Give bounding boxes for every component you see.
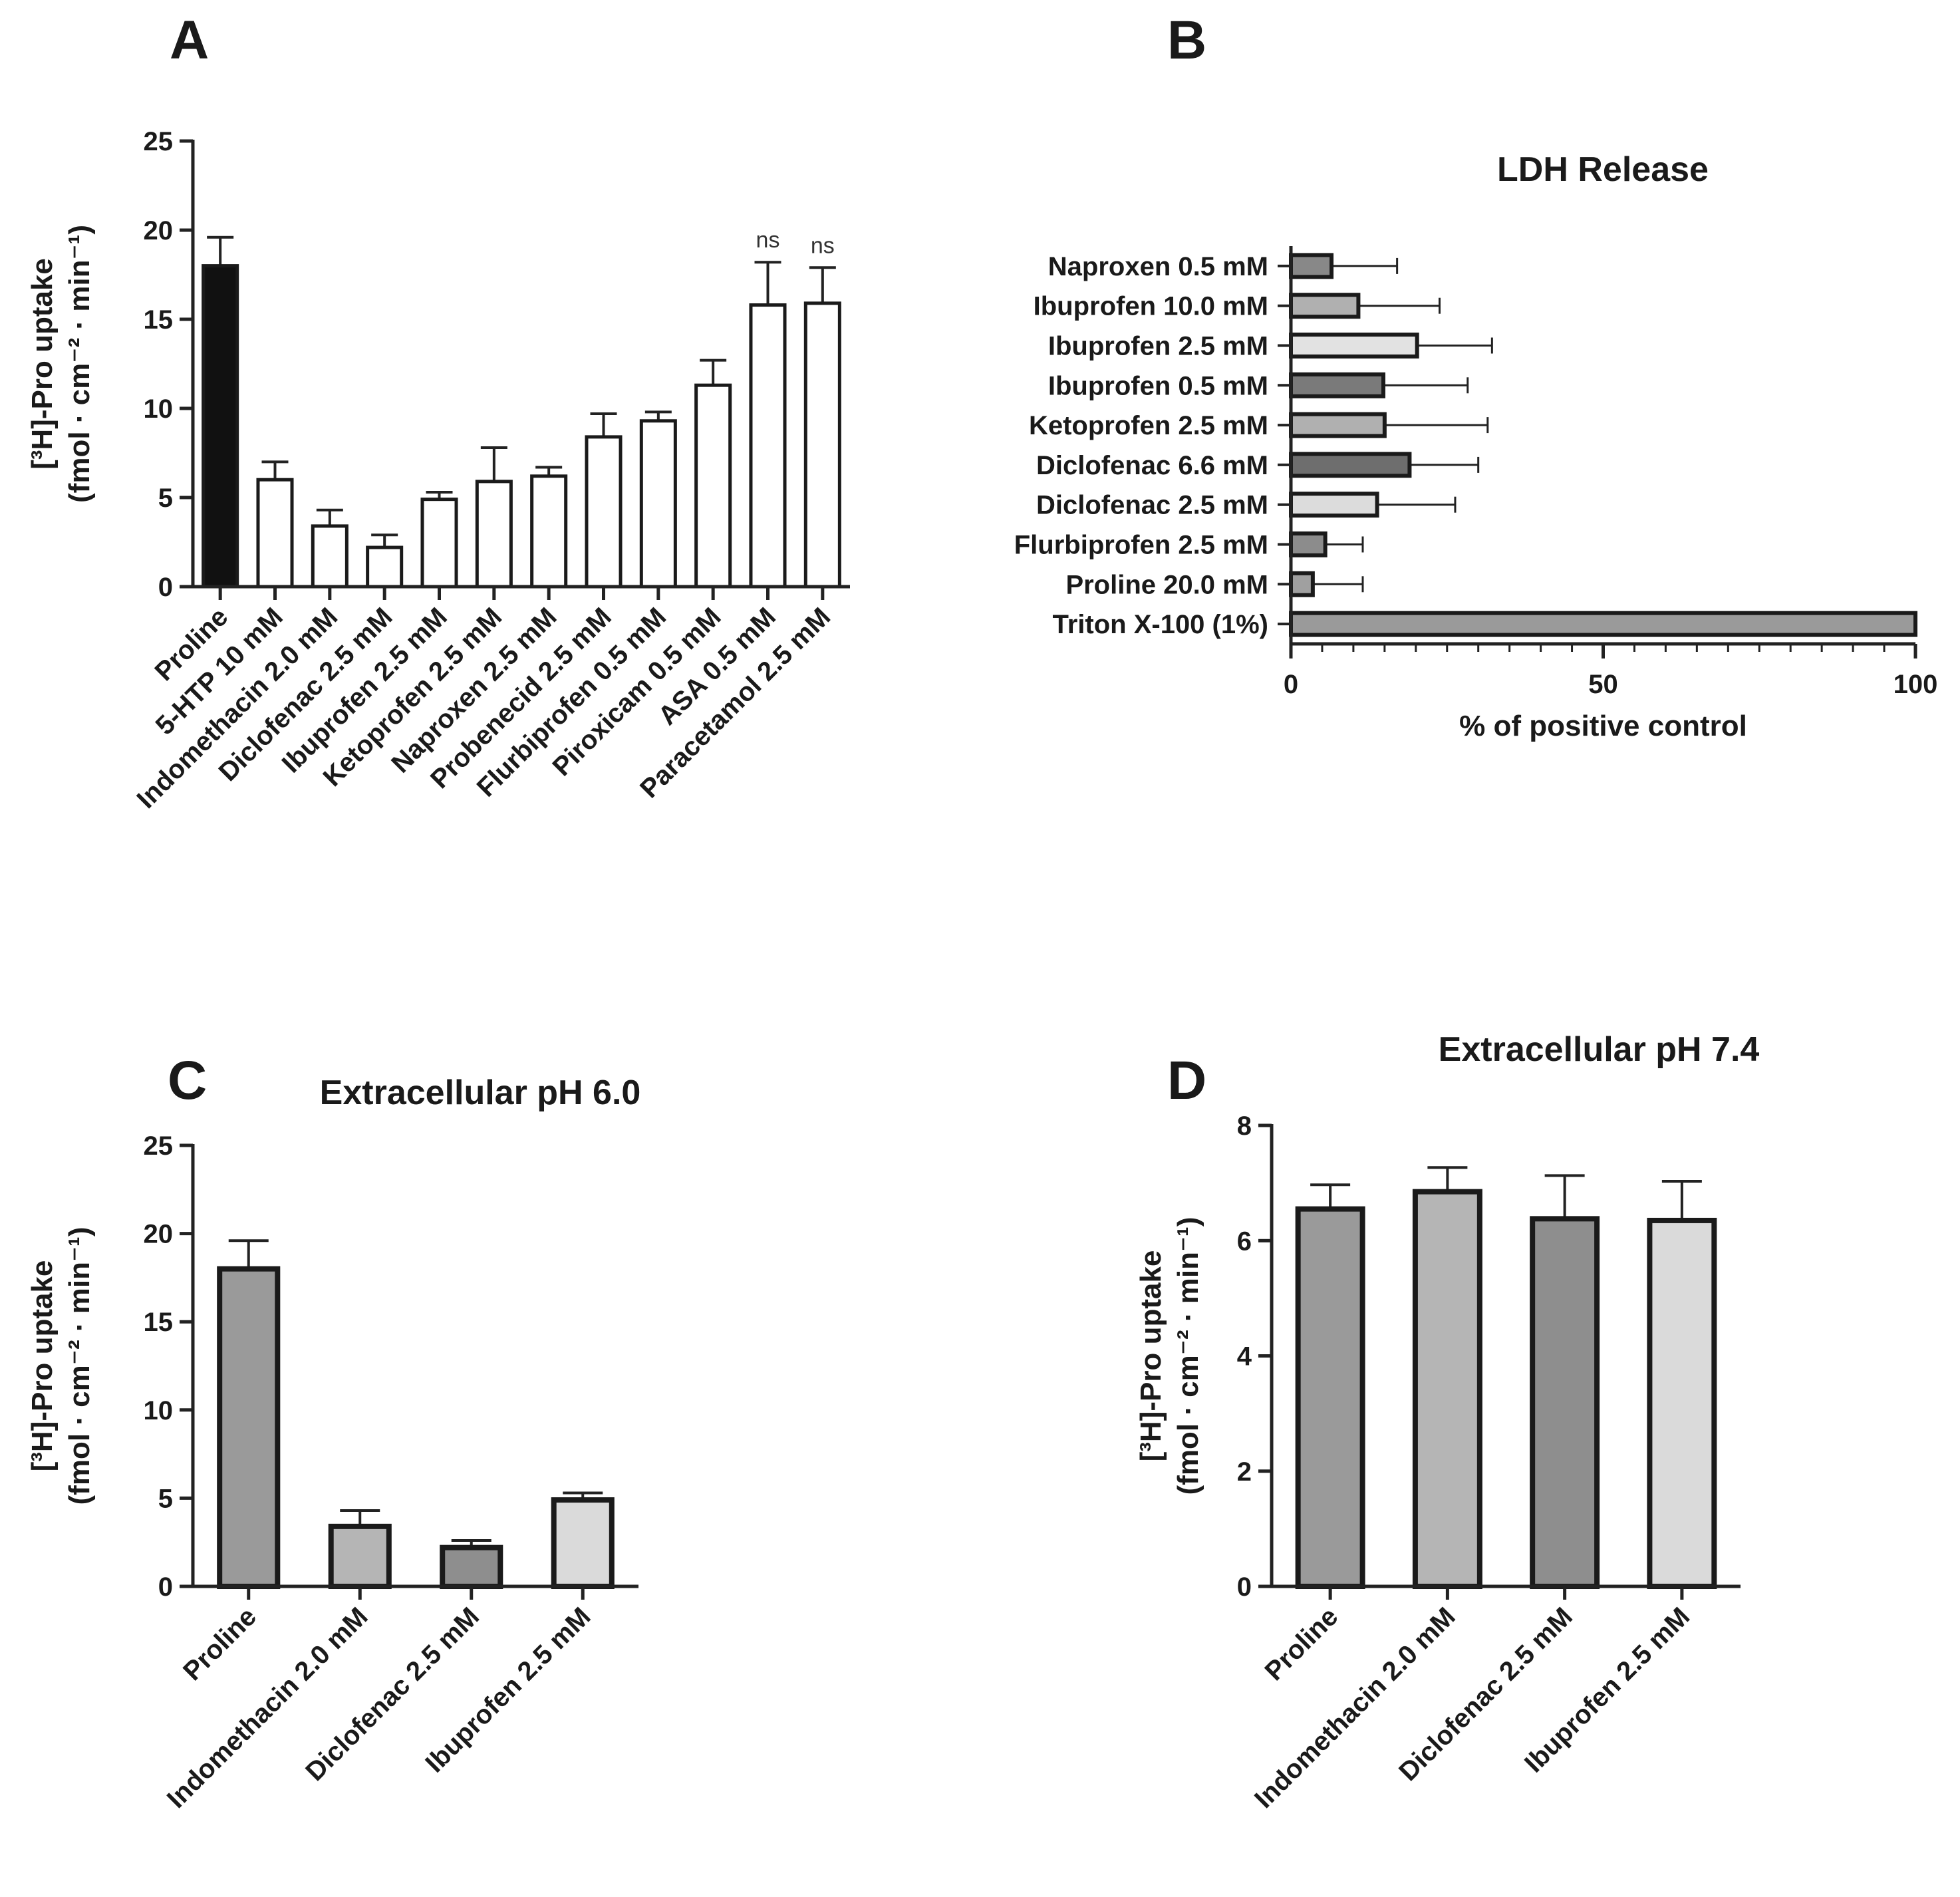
y-tick-label: 6 <box>1237 1227 1252 1256</box>
bar <box>256 478 294 589</box>
y-category-label: Naproxen 0.5 mM <box>1048 252 1268 281</box>
bar <box>420 498 458 589</box>
y-axis-label-line1: [³H]-Pro uptake <box>26 1260 59 1472</box>
bar <box>366 545 404 589</box>
bar <box>749 303 787 589</box>
bar <box>1289 293 1361 319</box>
bar <box>530 474 568 589</box>
panel-letter-b: B <box>1167 10 1206 71</box>
y-tick-label: 0 <box>1237 1572 1252 1602</box>
y-axis-label-line2: (fmol · cm⁻² · min⁻¹) <box>63 1227 96 1505</box>
bar <box>803 301 841 589</box>
y-axis-label: [³H]-Pro uptake (fmol · cm⁻² · min⁻¹) <box>1135 1217 1204 1495</box>
bar <box>1647 1217 1717 1589</box>
bar <box>1530 1216 1600 1589</box>
bar <box>1412 1189 1482 1589</box>
y-tick-label: 4 <box>1237 1342 1252 1372</box>
y-category-label: Diclofenac 6.6 mM <box>1036 451 1268 480</box>
y-axis-label-line1: [³H]-Pro uptake <box>1135 1250 1167 1462</box>
bar <box>475 480 513 589</box>
chart-title: Extracellular pH 7.4 <box>1439 1030 1760 1069</box>
x-category-label: Indomethacin 2.0 mM <box>1249 1602 1461 1814</box>
y-tick-label: 20 <box>144 216 174 245</box>
bar <box>1295 1206 1365 1589</box>
y-category-label: Triton X-100 (1%) <box>1052 610 1268 639</box>
y-category-label: Flurbiprofen 2.5 mM <box>1014 531 1268 560</box>
significance-label: ns <box>756 227 780 253</box>
bar <box>1289 372 1385 398</box>
bar <box>1289 412 1387 438</box>
bar <box>328 1523 392 1590</box>
panel-b-chart: LDH Release Naproxen 0.5 mM Ibuprofen 10.0… <box>1014 150 1938 742</box>
x-tick-label: 50 <box>1588 670 1618 699</box>
bar <box>1289 531 1328 557</box>
bar <box>551 1497 615 1589</box>
x-category-label: Indomethacin 2.0 mM <box>162 1602 374 1814</box>
x-axis-label: % of positive control <box>1459 710 1747 742</box>
bar <box>639 419 677 589</box>
y-tick-label: 8 <box>1237 1111 1252 1141</box>
y-tick-label: 5 <box>158 484 173 513</box>
panel-letter-a: A <box>170 10 209 71</box>
x-tick-label: 100 <box>1893 670 1938 699</box>
y-tick-label: 0 <box>158 1572 173 1602</box>
y-tick-label: 10 <box>144 394 174 424</box>
y-tick-label: 0 <box>158 573 173 602</box>
y-category-label: Diclofenac 2.5 mM <box>1036 491 1268 520</box>
panel-d-chart: Extracellular pH 7.4 0 2 4 6 8 [³H]-Pro uptake… <box>1135 1030 1759 1814</box>
x-tick-label: 0 <box>1284 670 1298 699</box>
y-axis-label: [³H]-Pro uptake (fmol · cm⁻² · min⁻¹) <box>26 1227 96 1505</box>
bar <box>440 1544 503 1590</box>
y-tick-label: 15 <box>144 1308 174 1337</box>
y-category-label: Ketoprofen 2.5 mM <box>1029 411 1268 440</box>
bar <box>1289 253 1334 279</box>
y-axis-label-line2: (fmol · cm⁻² · min⁻¹) <box>63 225 96 503</box>
y-axis-label-line1: [³H]-Pro uptake <box>26 258 59 470</box>
significance-label: ns <box>811 233 835 258</box>
y-tick-label: 20 <box>144 1220 174 1249</box>
bar <box>202 264 239 589</box>
panel-letter-d: D <box>1167 1050 1206 1111</box>
bar <box>585 435 623 589</box>
y-tick-label: 2 <box>1237 1457 1252 1487</box>
y-tick-label: 15 <box>144 305 174 335</box>
y-category-label: Ibuprofen 2.5 mM <box>1048 332 1268 361</box>
x-category-label: Proline <box>1259 1602 1343 1686</box>
panel-c-chart: Extracellular pH 6.0 0 5 10 15 20 25 [³H]-Pro u… <box>26 1074 640 1814</box>
y-axis-label: [³H]-Pro uptake (fmol · cm⁻² · min⁻¹) <box>26 225 96 503</box>
y-tick-label: 5 <box>158 1484 173 1513</box>
chart-title: LDH Release <box>1497 150 1709 189</box>
panel-a-chart: 0 5 10 15 20 25 [³H]-Pro uptake (fmol · cm⁻² · … <box>26 127 850 814</box>
bar <box>1289 492 1379 518</box>
y-axis-label-line2: (fmol · cm⁻² · min⁻¹) <box>1172 1217 1204 1495</box>
bar <box>694 383 732 589</box>
panel-letter-c: C <box>168 1050 207 1111</box>
x-category-label: Proline <box>178 1602 262 1686</box>
bar <box>1289 611 1917 637</box>
bar <box>217 1266 281 1589</box>
chart-title: Extracellular pH 6.0 <box>320 1074 641 1112</box>
bar <box>1289 452 1412 478</box>
bar <box>1289 333 1419 359</box>
bar <box>1289 571 1315 597</box>
bar <box>311 524 349 589</box>
y-tick-label: 10 <box>144 1396 174 1425</box>
y-tick-label: 25 <box>144 1131 174 1161</box>
y-category-label: Ibuprofen 0.5 mM <box>1048 371 1268 400</box>
y-category-label: Ibuprofen 10.0 mM <box>1034 292 1268 321</box>
y-category-label: Proline 20.0 mM <box>1065 570 1268 599</box>
y-tick-label: 25 <box>144 127 174 156</box>
